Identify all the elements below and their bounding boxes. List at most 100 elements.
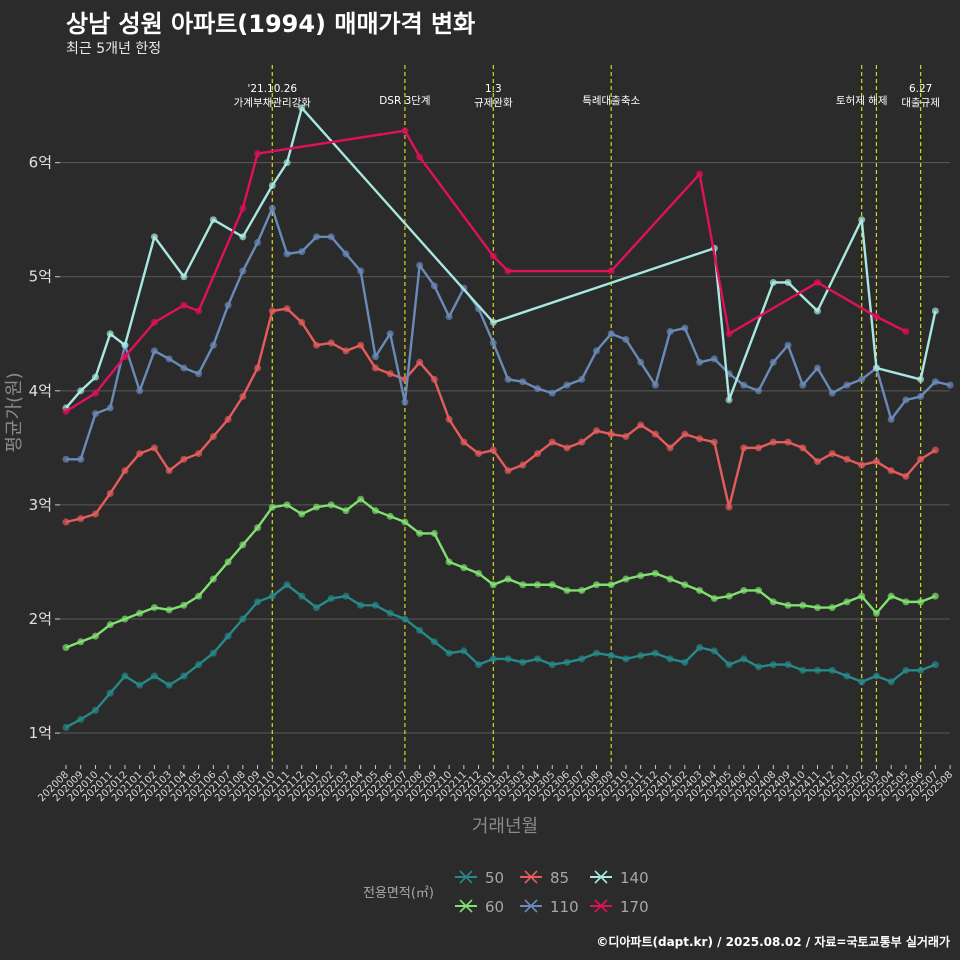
data-point-50 — [283, 581, 291, 589]
data-point-85 — [931, 446, 939, 454]
data-point-50 — [239, 615, 247, 623]
data-point-50 — [843, 672, 851, 680]
data-point-85 — [784, 438, 792, 446]
data-point-50 — [519, 658, 527, 666]
data-point-85 — [136, 450, 144, 458]
data-point-50 — [696, 644, 704, 651]
data-point-60 — [62, 644, 70, 651]
data-point-50 — [769, 661, 777, 669]
data-point-170 — [696, 170, 704, 178]
data-point-110 — [755, 387, 763, 395]
data-point-50 — [121, 672, 129, 680]
data-point-85 — [519, 461, 527, 469]
data-point-60 — [548, 581, 556, 589]
data-point-110 — [401, 398, 409, 406]
data-point-110 — [696, 358, 704, 366]
data-point-60 — [106, 621, 114, 629]
legend-label: 60 — [485, 898, 504, 916]
data-point-85 — [371, 364, 379, 372]
data-point-50 — [887, 678, 895, 686]
data-point-60 — [91, 632, 99, 640]
data-point-50 — [858, 678, 866, 686]
data-point-60 — [416, 529, 424, 537]
data-point-85 — [828, 450, 836, 458]
data-point-110 — [445, 313, 453, 321]
data-point-50 — [607, 651, 615, 659]
data-point-60 — [209, 575, 217, 583]
data-point-110 — [946, 381, 954, 389]
data-point-85 — [283, 305, 291, 313]
data-point-60 — [239, 541, 247, 549]
y-tick-label: 3억 — [29, 496, 52, 514]
y-tick-label: 6억 — [29, 154, 52, 172]
data-point-60 — [298, 510, 306, 518]
data-point-140 — [931, 307, 939, 315]
data-point-85 — [165, 467, 173, 475]
data-point-140 — [813, 307, 821, 315]
data-point-110 — [681, 324, 689, 332]
data-point-60 — [489, 581, 497, 589]
data-point-50 — [534, 655, 542, 663]
data-point-50 — [917, 666, 925, 674]
series-line-170 — [65, 129, 907, 413]
data-point-60 — [725, 592, 733, 600]
data-point-50 — [386, 609, 394, 617]
data-point-60 — [371, 507, 379, 515]
legend-item-170: 170 — [590, 898, 649, 916]
data-point-50 — [312, 604, 320, 612]
data-point-85 — [416, 358, 424, 366]
data-point-110 — [563, 381, 571, 389]
legend-item-85: 85 — [520, 869, 569, 887]
data-point-85 — [666, 444, 674, 452]
data-point-60 — [917, 598, 925, 606]
data-point-85 — [607, 430, 615, 438]
data-point-140 — [725, 396, 733, 404]
data-point-60 — [136, 609, 144, 617]
data-point-140 — [858, 216, 866, 224]
data-point-110 — [843, 381, 851, 389]
legend-cross — [594, 899, 608, 913]
data-point-110 — [416, 261, 424, 269]
data-point-110 — [548, 389, 556, 397]
data-point-50 — [460, 647, 468, 655]
data-point-85 — [534, 450, 542, 458]
legend-label: 140 — [620, 869, 649, 887]
data-point-60 — [622, 575, 630, 583]
data-point-170 — [872, 313, 880, 321]
data-point-85 — [475, 450, 483, 458]
data-point-60 — [195, 592, 203, 600]
data-point-85 — [872, 458, 880, 466]
data-point-85 — [62, 518, 70, 526]
annotation-label: 토허제 해제 — [836, 94, 888, 107]
data-point-140 — [283, 159, 291, 167]
data-point-50 — [180, 672, 188, 680]
data-point-85 — [106, 489, 114, 497]
data-point-50 — [725, 661, 733, 669]
data-point-140 — [77, 387, 85, 395]
data-point-110 — [371, 353, 379, 361]
data-point-170 — [254, 150, 262, 158]
data-point-50 — [828, 666, 836, 674]
data-point-50 — [77, 715, 85, 723]
legend-item-50: 50 — [455, 869, 504, 887]
data-point-85 — [268, 307, 276, 315]
annotation-label: 특례대출축소 — [582, 95, 640, 107]
data-point-110 — [195, 370, 203, 378]
data-point-170 — [180, 301, 188, 309]
data-point-110 — [710, 355, 718, 363]
legend-cross — [459, 899, 473, 913]
data-point-60 — [813, 604, 821, 612]
data-point-85 — [813, 458, 821, 466]
data-point-110 — [209, 341, 217, 349]
data-point-60 — [887, 592, 895, 600]
data-point-110 — [106, 404, 114, 412]
data-point-110 — [62, 455, 70, 463]
data-point-85 — [77, 515, 85, 523]
data-point-50 — [445, 649, 453, 657]
data-point-85 — [195, 450, 203, 458]
data-point-50 — [268, 592, 276, 600]
data-point-85 — [887, 467, 895, 475]
data-point-140 — [180, 273, 188, 281]
data-point-60 — [931, 592, 939, 600]
y-tick-label: 2억 — [29, 610, 52, 628]
